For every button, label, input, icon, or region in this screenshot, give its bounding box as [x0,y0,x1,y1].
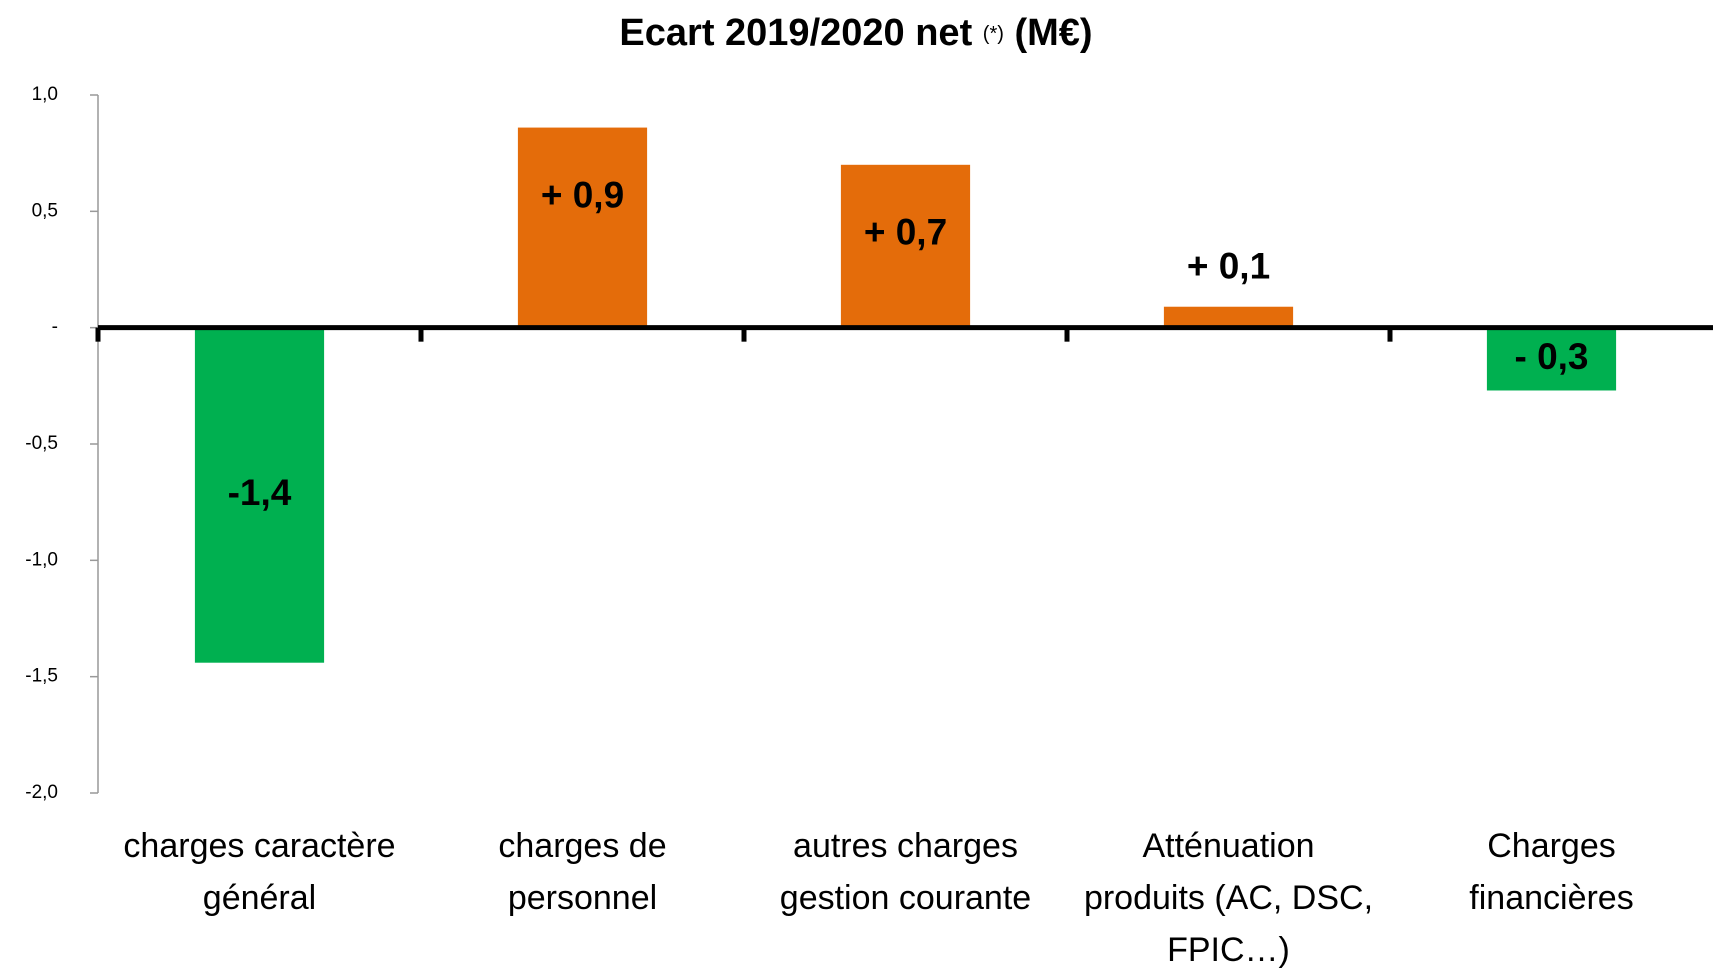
y-tick-label: -0,5 [25,433,58,454]
x-tick-label: Charges financières [1469,827,1633,917]
title-unit: (M€) [1014,12,1092,54]
bar [517,127,648,328]
y-tick-label: - [52,317,58,338]
bar [194,327,325,663]
value-label: + 0,7 [864,212,947,253]
y-tick-label: 0,5 [32,200,58,221]
value-label: -1,4 [228,472,292,513]
value-label: - 0,3 [1514,336,1588,377]
chart-title: Ecart 2019/2020 net (*) (M€) [619,12,1092,54]
x-tick-label: charges caractère général [123,827,395,917]
bar [1486,327,1617,391]
x-tick-label: Atténuation produits (AC, DSC, FPIC…) [1084,827,1373,969]
y-tick-label: 1,0 [32,84,58,105]
value-label: + 0,9 [541,174,624,215]
value-label: + 0,1 [1187,246,1270,287]
y-tick-label: -2,0 [25,782,58,803]
y-tick-label: -1,5 [25,666,58,687]
x-tick-label: charges de personnel [498,827,666,917]
x-tick-label: autres charges gestion courante [780,827,1031,917]
bar [1163,306,1294,328]
title-main: Ecart 2019/2020 net [619,12,972,54]
title-note: (*) [983,23,1004,45]
bar [840,164,971,328]
y-tick-label: -1,0 [25,549,58,570]
